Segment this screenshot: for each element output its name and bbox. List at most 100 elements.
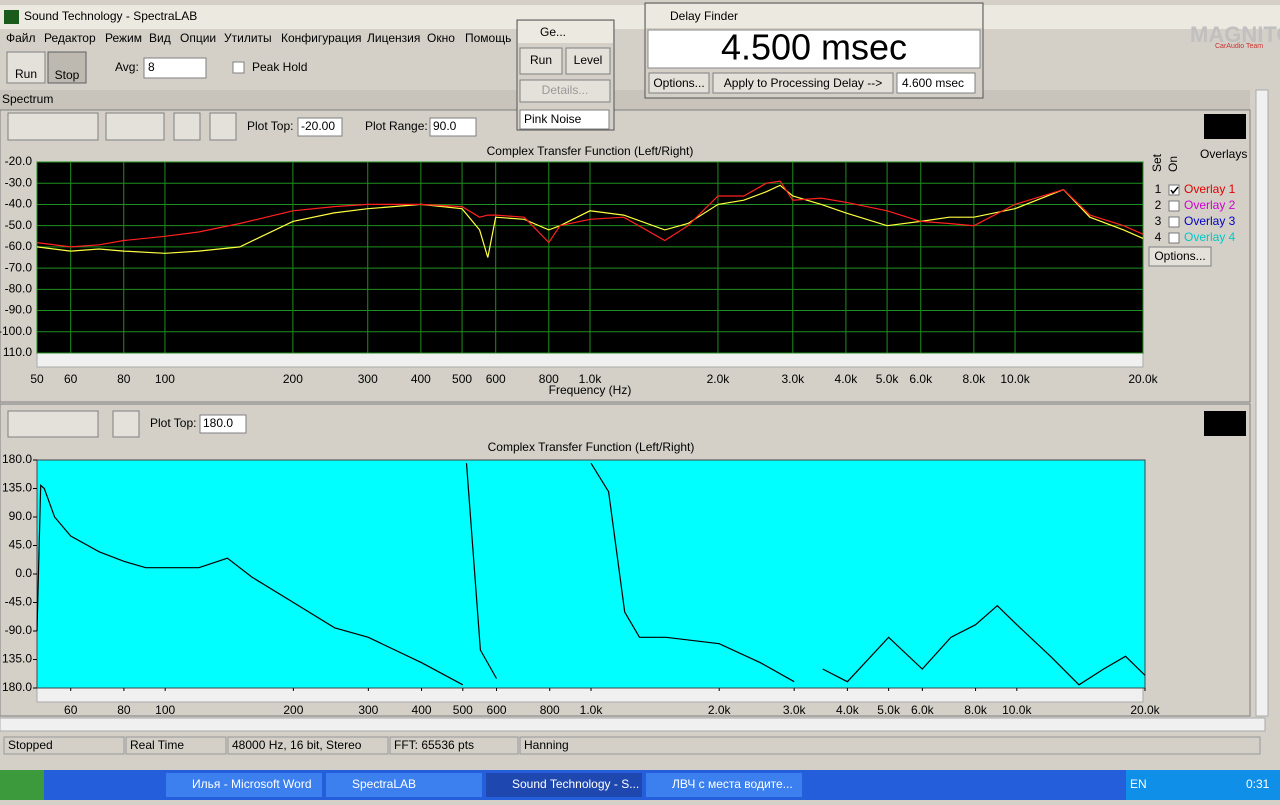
x-axis-label: Frequency (Hz) <box>549 383 632 397</box>
overlay-num: 1 <box>1155 182 1162 196</box>
x-tick-label: 20.0k <box>1128 372 1158 386</box>
menu-item[interactable]: Конфигурация <box>281 31 362 45</box>
run-label: Run <box>15 67 37 81</box>
child-title-bar <box>0 90 1250 110</box>
menu-item[interactable]: Лицензия <box>367 31 420 45</box>
plot-range-field[interactable] <box>429 117 477 137</box>
task-label: Илья - Microsoft Word <box>192 777 312 791</box>
chart-title: Complex Transfer Function (Left/Right) <box>488 440 695 454</box>
x-tick-label: 800 <box>539 372 559 386</box>
start-button[interactable] <box>0 770 44 800</box>
processing-field[interactable] <box>896 72 976 94</box>
phase-plot-top-field[interactable] <box>199 414 247 434</box>
menu-item[interactable]: Утилиты <box>224 31 272 45</box>
phase-mode-button[interactable] <box>1204 411 1246 436</box>
h-scrollbar[interactable] <box>0 717 1266 732</box>
y-tick-label: -70.0 <box>5 260 33 274</box>
scale-button[interactable] <box>209 112 237 141</box>
x-tick-label: 500 <box>453 703 473 717</box>
task-button[interactable] <box>646 773 802 797</box>
mode-button[interactable] <box>1204 114 1246 139</box>
x-tick-label: 600 <box>487 703 507 717</box>
y-tick-label: 45.0 <box>9 538 33 552</box>
stop-button[interactable] <box>47 51 87 84</box>
series-line <box>36 180 1144 248</box>
phase-scrollbar[interactable] <box>36 687 1144 703</box>
x-tick-label: 100 <box>155 372 175 386</box>
x-tick-label: 3.0k <box>781 372 805 386</box>
phase-settings-button[interactable] <box>112 410 140 438</box>
delay-options-button[interactable] <box>648 72 710 94</box>
gen-run-button[interactable] <box>519 47 563 75</box>
x-tick-label: 5.0k <box>877 703 901 717</box>
overlay-name: Overlay 4 <box>1184 230 1236 244</box>
avg-select[interactable] <box>143 57 207 79</box>
series-line <box>36 462 1146 686</box>
x-tick-label: 400 <box>411 372 431 386</box>
plot-top-field[interactable] <box>297 117 343 137</box>
apply-button[interactable] <box>712 72 894 94</box>
menu-item[interactable]: Окно <box>427 31 455 45</box>
y-tick-label: 135.0 <box>2 652 32 666</box>
x-tick-label: 6.0k <box>911 703 935 717</box>
y-tick-label: 110.0 <box>3 345 32 359</box>
plot-top-value: -20.00 <box>301 119 335 133</box>
phase-zoom-buttons[interactable] <box>7 410 99 438</box>
run-button[interactable] <box>6 51 46 84</box>
menu-item[interactable]: Редактор <box>44 31 96 45</box>
status-cell <box>389 736 519 755</box>
y-tick-label: -90.0 <box>5 303 33 317</box>
x-tick-label: 50 <box>30 372 44 386</box>
plot-scrollbar[interactable] <box>36 352 1144 368</box>
status-text: Stopped <box>8 738 53 752</box>
gen-details-button[interactable] <box>519 79 611 103</box>
overlay-checkbox[interactable] <box>1168 232 1180 244</box>
x-tick-label: 3.0k <box>783 703 807 717</box>
task-label: SpectraLAB <box>352 777 416 791</box>
menu-item[interactable]: Файл <box>6 31 36 45</box>
v-scrollbar[interactable] <box>1255 89 1269 717</box>
y-tick-label: 135.0 <box>2 481 32 495</box>
task-button[interactable] <box>166 773 322 797</box>
status-cell <box>519 736 1261 755</box>
x-tick-label: 10.0k <box>1000 372 1030 386</box>
peak-hold-checkbox[interactable] <box>232 61 245 74</box>
view-buttons[interactable] <box>105 112 165 141</box>
x-tick-label: 4.0k <box>836 703 860 717</box>
gen-level-button[interactable] <box>565 47 611 75</box>
child-title: Spectrum <box>2 92 53 106</box>
task-label: Sound Technology - S... <box>512 777 639 791</box>
x-tick-label: 800 <box>540 703 560 717</box>
overlay-checkbox[interactable] <box>1168 216 1180 228</box>
menu-item[interactable]: Опции <box>180 31 216 45</box>
x-tick-label: 2.0k <box>707 372 731 386</box>
overlay-checkbox[interactable] <box>1168 184 1180 196</box>
menu-item[interactable]: Режим <box>105 31 142 45</box>
taskbar: Илья - Microsoft Word SpectraLAB Sound T… <box>0 770 1280 800</box>
settings-button[interactable] <box>173 112 201 141</box>
zoom-buttons[interactable] <box>7 112 99 141</box>
x-tick-label: 2.0k <box>708 703 732 717</box>
x-tick-label: 300 <box>358 372 378 386</box>
overlays-options-button[interactable] <box>1148 246 1212 267</box>
gen-noise-select[interactable] <box>519 109 610 130</box>
logo-team: CarAudio Team <box>1215 43 1263 50</box>
menu-bar: Файл Редактор Режим Вид Опции Утилиты Ко… <box>6 31 511 45</box>
overlay-checkbox[interactable] <box>1168 200 1180 212</box>
x-tick-label: 60 <box>64 372 78 386</box>
y-tick-label: 90.0 <box>9 509 33 523</box>
task-button[interactable] <box>326 773 482 797</box>
delay-value: 4.500 msec <box>721 27 907 68</box>
chart-title: Complex Transfer Function (Left/Right) <box>487 144 694 158</box>
x-tick-label: 500 <box>452 372 472 386</box>
task-button[interactable] <box>486 773 642 797</box>
menu-item[interactable]: Вид <box>149 31 171 45</box>
overlay-num: 3 <box>1155 214 1162 228</box>
x-tick-label: 5.0k <box>876 372 900 386</box>
plot-top-label: Plot Top: <box>247 119 293 133</box>
lang[interactable]: EN <box>1130 777 1147 791</box>
window-title: Sound Technology - SpectraLAB <box>24 9 197 23</box>
delay-options: Options... <box>653 76 704 90</box>
menu-item[interactable]: Помощь <box>465 31 511 45</box>
